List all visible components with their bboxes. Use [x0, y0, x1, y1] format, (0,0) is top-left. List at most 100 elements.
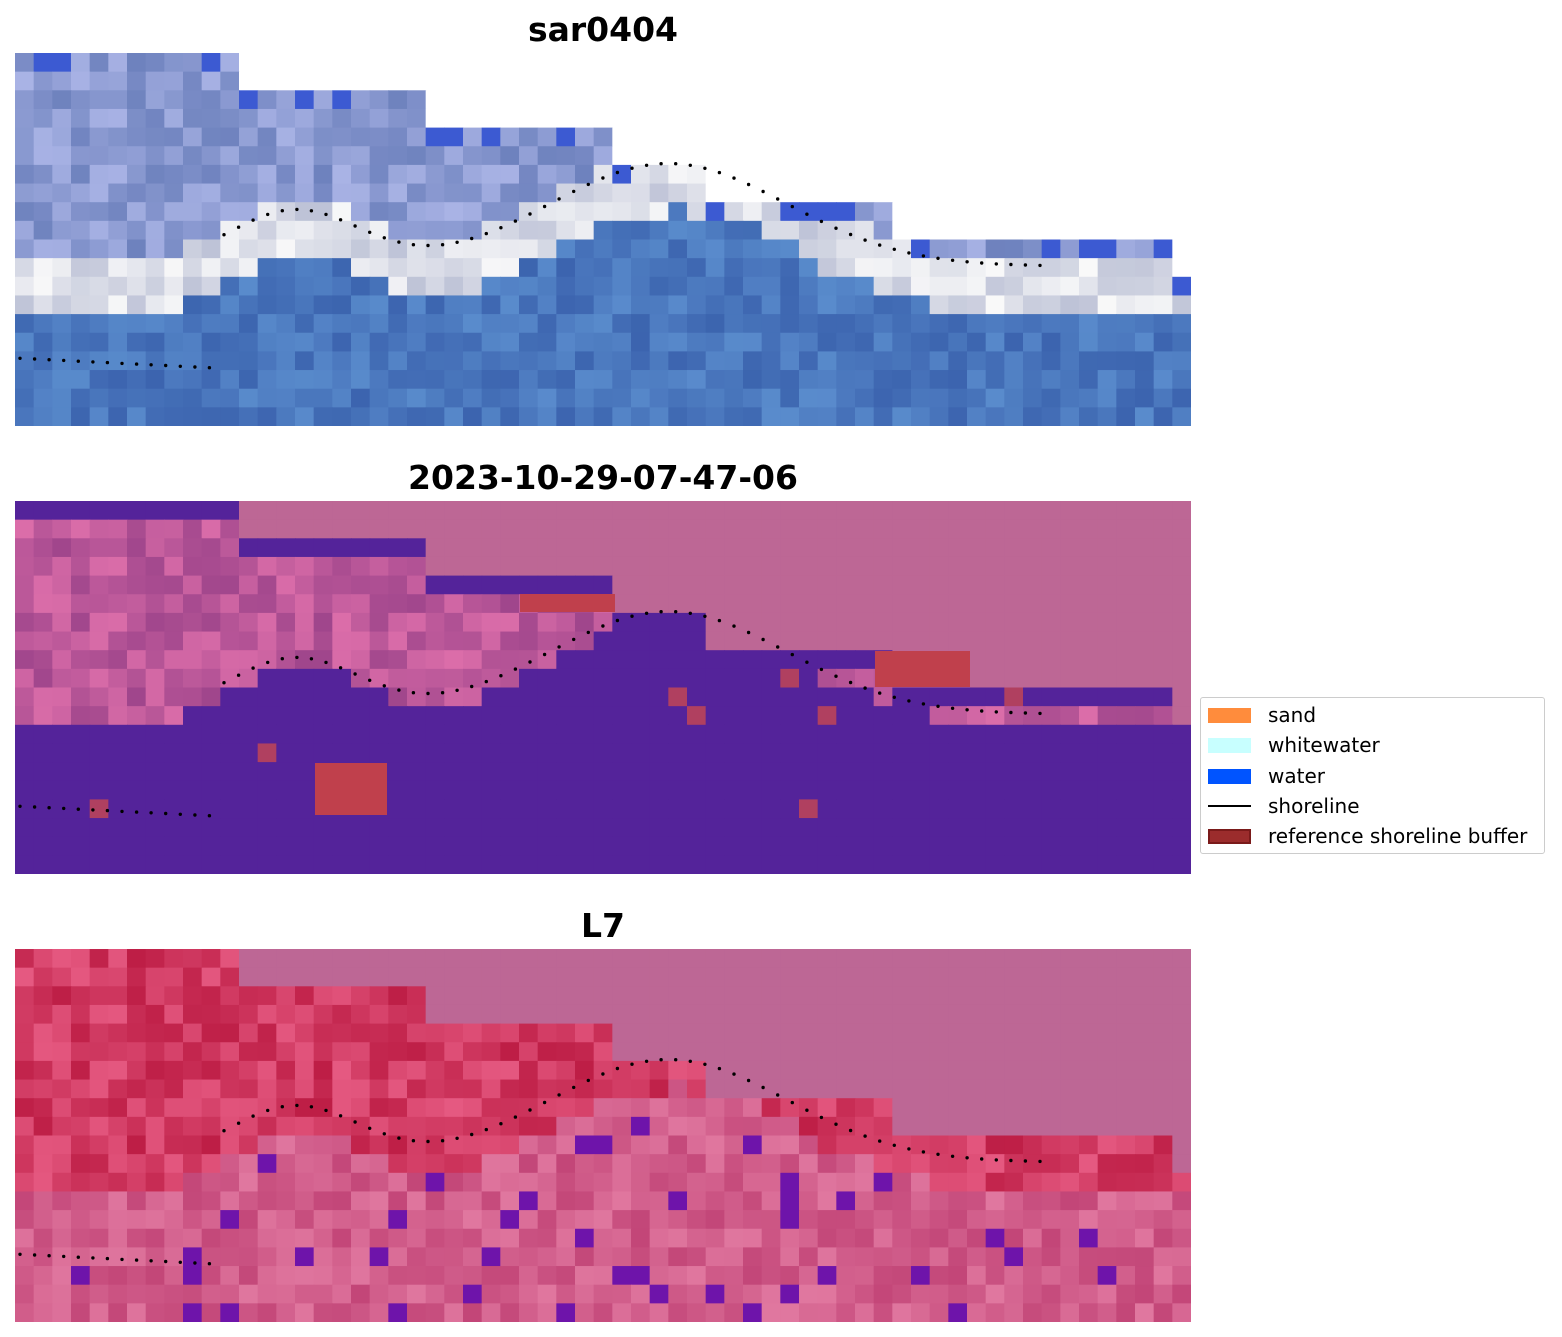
pixel-cell	[929, 388, 949, 408]
shoreline-point	[411, 243, 416, 247]
pixel-cell	[1172, 967, 1191, 987]
pixel-cell	[799, 594, 819, 614]
pixel-cell	[724, 1266, 744, 1286]
pixel-cell	[239, 501, 259, 521]
pixel-cell	[425, 258, 445, 278]
pixel-cell	[799, 146, 819, 166]
pixel-cell	[71, 818, 91, 838]
pixel-cell	[313, 1023, 333, 1043]
pixel-cell	[201, 202, 221, 222]
pixel-cell	[500, 594, 520, 614]
pixel-cell	[817, 146, 837, 166]
pixel-cell	[1079, 407, 1099, 426]
pixel-cell	[817, 855, 837, 874]
pixel-cell	[313, 1266, 333, 1286]
pixel-cell	[145, 612, 165, 633]
pixel-cell	[537, 183, 557, 203]
pixel-cell	[369, 71, 389, 91]
pixel-cell	[1060, 295, 1080, 315]
pixel-cell	[52, 743, 72, 763]
pixel-cell	[855, 202, 875, 222]
pixel-cell	[183, 239, 203, 259]
pixel-cell	[407, 855, 427, 874]
pixel-cell	[351, 668, 371, 689]
pixel-cell	[593, 1284, 613, 1304]
buffer-swatch	[1208, 828, 1251, 844]
pixel-cell	[799, 762, 819, 782]
pixel-cell	[687, 724, 707, 745]
pixel-cell	[1135, 1172, 1155, 1193]
pixel-cell	[33, 762, 53, 782]
pixel-cell	[948, 762, 968, 782]
shoreline-point	[761, 1085, 765, 1090]
pixel-cell	[705, 687, 725, 707]
pixel-cell	[855, 762, 875, 782]
pixel-cell	[145, 594, 165, 614]
pixel-cell	[89, 724, 109, 745]
pixel-cell	[89, 407, 109, 426]
pixel-cell	[1116, 818, 1136, 838]
pixel-cell	[743, 332, 763, 352]
pixel-cell	[52, 183, 72, 203]
pixel-cell	[257, 146, 277, 166]
pixel-cell	[407, 332, 427, 352]
pixel-cell	[1097, 407, 1117, 426]
shoreline-point	[1038, 263, 1042, 268]
pixel-cell	[1004, 1154, 1024, 1174]
pixel-cell	[164, 1172, 184, 1193]
pixel-cell	[1097, 90, 1117, 110]
pixel-cell	[593, 295, 613, 315]
pixel-cell	[183, 1004, 203, 1025]
pixel-cell	[127, 519, 147, 539]
pixel-cell	[967, 1098, 987, 1118]
pixel-cell	[556, 295, 576, 315]
pixel-cell	[481, 90, 501, 110]
pixel-cell	[369, 90, 389, 110]
pixel-cell	[1172, 351, 1191, 371]
pixel-cell	[612, 612, 632, 633]
pixel-cell	[127, 1079, 147, 1099]
pixel-cell	[817, 1004, 837, 1025]
pixel-cell	[33, 594, 53, 614]
pixel-cell	[257, 575, 277, 595]
pixel-cell	[1060, 258, 1080, 278]
pixel-cell	[257, 276, 277, 297]
pixel-cell	[780, 1210, 800, 1230]
pixel-cell	[817, 1154, 837, 1174]
shoreline-point	[470, 1132, 474, 1137]
pixel-cell	[89, 370, 109, 390]
pixel-cell	[388, 53, 408, 73]
pixel-cell	[855, 668, 875, 689]
pixel-cell	[1004, 53, 1024, 73]
pixel-cell	[1079, 949, 1099, 969]
pixel-cell	[705, 183, 725, 203]
pixel-cell	[220, 575, 240, 595]
pixel-cell	[1153, 388, 1173, 408]
pixel-cell	[1041, 314, 1061, 334]
pixel-cell	[948, 1154, 968, 1174]
pixel-cell	[985, 1023, 1005, 1043]
pixel-cell	[761, 519, 781, 539]
pixel-cell	[388, 799, 408, 819]
shoreline-point	[703, 166, 707, 170]
pixel-cell	[593, 1060, 613, 1081]
pixel-cell	[612, 351, 632, 371]
pixel-cell	[127, 127, 147, 147]
pixel-cell	[127, 258, 147, 278]
pixel-cell	[220, 967, 240, 987]
pixel-cell	[1153, 1247, 1173, 1267]
pixel-cell	[239, 668, 259, 689]
pixel-cell	[313, 258, 333, 278]
pixel-cell	[761, 594, 781, 614]
pixel-cell	[500, 332, 520, 352]
pixel-cell	[463, 332, 483, 352]
pixel-cell	[145, 351, 165, 371]
pixel-cell	[1023, 164, 1043, 185]
pixel-cell	[108, 351, 128, 371]
pixel-cell	[313, 1079, 333, 1099]
pixel-cell	[687, 239, 707, 259]
pixel-cell	[556, 949, 576, 969]
pixel-cell	[52, 631, 72, 651]
pixel-cell	[743, 407, 763, 426]
pixel-cell	[33, 538, 53, 558]
